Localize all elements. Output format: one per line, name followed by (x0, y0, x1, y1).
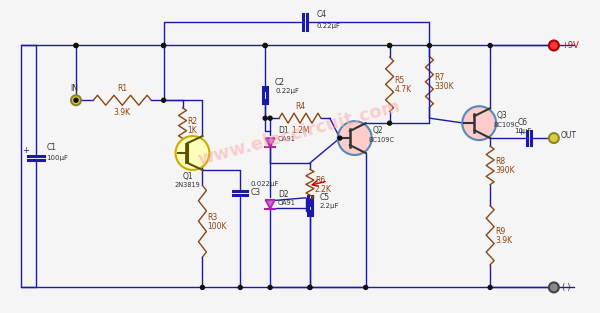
Text: IN: IN (70, 84, 78, 93)
Circle shape (488, 285, 492, 290)
Circle shape (161, 44, 166, 48)
Text: R8: R8 (495, 157, 505, 166)
Text: 0.22μF: 0.22μF (275, 88, 299, 94)
Text: 3.9K: 3.9K (495, 236, 512, 245)
Circle shape (268, 116, 272, 120)
Circle shape (549, 282, 559, 292)
Text: 100μF: 100μF (46, 155, 68, 161)
Text: 2.2μF: 2.2μF (320, 203, 340, 209)
Text: Q3: Q3 (497, 111, 508, 120)
Text: C6: C6 (518, 118, 528, 127)
Text: BC109C: BC109C (493, 122, 519, 128)
Text: R3: R3 (208, 213, 218, 222)
Circle shape (161, 44, 166, 48)
Circle shape (238, 285, 242, 290)
Text: OA91: OA91 (278, 200, 296, 206)
Text: 3.9K: 3.9K (114, 108, 131, 117)
Text: 10μF: 10μF (514, 128, 532, 134)
Text: 2.2K: 2.2K (315, 185, 332, 194)
Circle shape (200, 285, 205, 290)
Circle shape (338, 136, 342, 140)
Polygon shape (265, 138, 275, 147)
Text: 0.022μF: 0.022μF (250, 181, 279, 187)
Text: 4.7K: 4.7K (395, 85, 412, 94)
Circle shape (338, 121, 371, 155)
Text: OUT: OUT (561, 131, 577, 140)
Text: OA91: OA91 (278, 136, 296, 142)
Text: +: + (22, 146, 29, 155)
Circle shape (161, 98, 166, 102)
Text: C5: C5 (320, 193, 330, 202)
Text: 330K: 330K (434, 82, 454, 91)
Text: C1: C1 (46, 143, 56, 152)
Circle shape (308, 285, 312, 290)
Circle shape (549, 40, 559, 50)
Text: 390K: 390K (495, 166, 515, 175)
Text: 2N3819: 2N3819 (175, 182, 200, 188)
Circle shape (71, 95, 81, 105)
Text: D2: D2 (278, 190, 289, 199)
Text: R5: R5 (395, 76, 405, 85)
Text: BC109C: BC109C (368, 137, 395, 143)
Text: +9V: +9V (561, 41, 579, 50)
Text: C4: C4 (317, 10, 327, 18)
Text: R4: R4 (295, 102, 305, 111)
Text: (-): (-) (561, 283, 571, 292)
Circle shape (388, 44, 392, 48)
Circle shape (364, 285, 368, 290)
Circle shape (74, 44, 78, 48)
Text: C3: C3 (250, 188, 260, 197)
Circle shape (549, 133, 559, 143)
Text: 1.2M: 1.2M (291, 126, 309, 135)
Text: +: + (517, 128, 524, 137)
Circle shape (308, 285, 312, 290)
Circle shape (388, 121, 392, 125)
Text: 100K: 100K (208, 222, 227, 231)
Text: www.eleccircuit.com: www.eleccircuit.com (196, 97, 402, 169)
Circle shape (74, 44, 78, 48)
Text: Q2: Q2 (373, 126, 383, 135)
Circle shape (427, 44, 431, 48)
Circle shape (462, 106, 496, 140)
Text: R9: R9 (495, 227, 505, 236)
Text: R6: R6 (315, 176, 325, 185)
Text: R7: R7 (434, 73, 445, 82)
Text: D1: D1 (278, 126, 289, 135)
Text: R2: R2 (188, 117, 197, 126)
Circle shape (268, 285, 272, 290)
Circle shape (263, 44, 267, 48)
Text: Q1: Q1 (182, 172, 193, 181)
Circle shape (263, 44, 267, 48)
Text: R1: R1 (117, 84, 127, 93)
Circle shape (176, 136, 209, 170)
Text: 1K: 1K (188, 126, 197, 135)
Text: C2: C2 (275, 78, 285, 87)
Polygon shape (265, 200, 275, 209)
Text: 0.22μF: 0.22μF (317, 23, 341, 28)
Circle shape (388, 44, 392, 48)
Circle shape (74, 98, 78, 102)
Circle shape (263, 116, 267, 120)
Circle shape (488, 44, 492, 48)
